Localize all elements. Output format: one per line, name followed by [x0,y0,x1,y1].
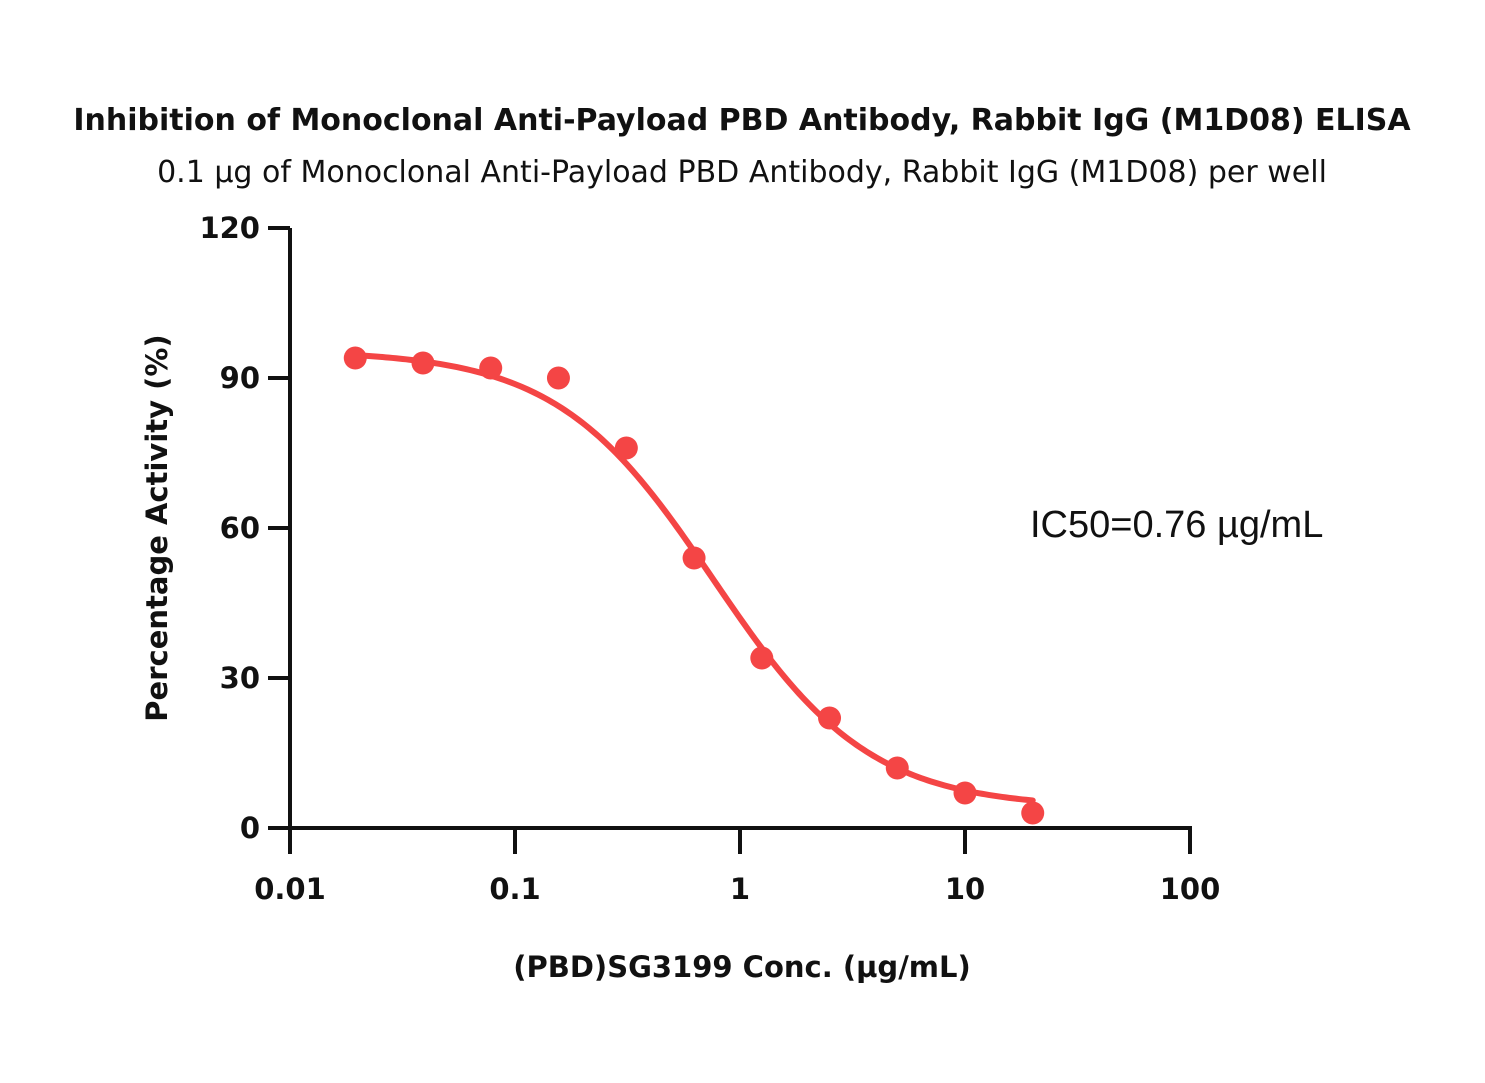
chart-title: Inhibition of Monoclonal Anti-Payload PB… [73,103,1411,138]
y-tick-label: 120 [199,211,260,245]
x-tick-label: 0.01 [254,872,326,906]
data-point [614,436,638,460]
x-tick-label: 100 [1160,872,1221,906]
axes: 0 30 60 90 120 0.01 0.1 1 10 100 [199,211,1220,906]
x-tick-label: 0.1 [489,872,540,906]
y-tick-label: 60 [220,511,260,545]
data-point [411,351,435,375]
data-point [953,781,977,805]
y-tick-label: 30 [220,661,260,695]
ic50-annotation: IC50=0.76 µg/mL [1030,504,1323,546]
data-point [1021,801,1045,825]
chart-subtitle: 0.1 µg of Monoclonal Anti-Payload PBD An… [157,155,1327,190]
x-axis-label: (PBD)SG3199 Conc. (µg/mL) [513,950,971,984]
data-point [479,356,503,380]
data-point [750,646,774,670]
data-point [682,546,706,570]
data-points-layer [343,346,1045,825]
data-point [546,366,570,390]
x-tick-label: 1 [730,872,750,906]
data-point [818,706,842,730]
fit-curve [352,352,1036,804]
fit-curve-layer [352,352,1036,804]
y-tick-label: 0 [240,811,260,845]
x-tick-label: 10 [945,872,985,906]
y-tick-label: 90 [220,361,260,395]
data-point [885,756,909,780]
y-axis-label: Percentage Activity (%) [140,334,174,721]
data-point [343,346,367,370]
